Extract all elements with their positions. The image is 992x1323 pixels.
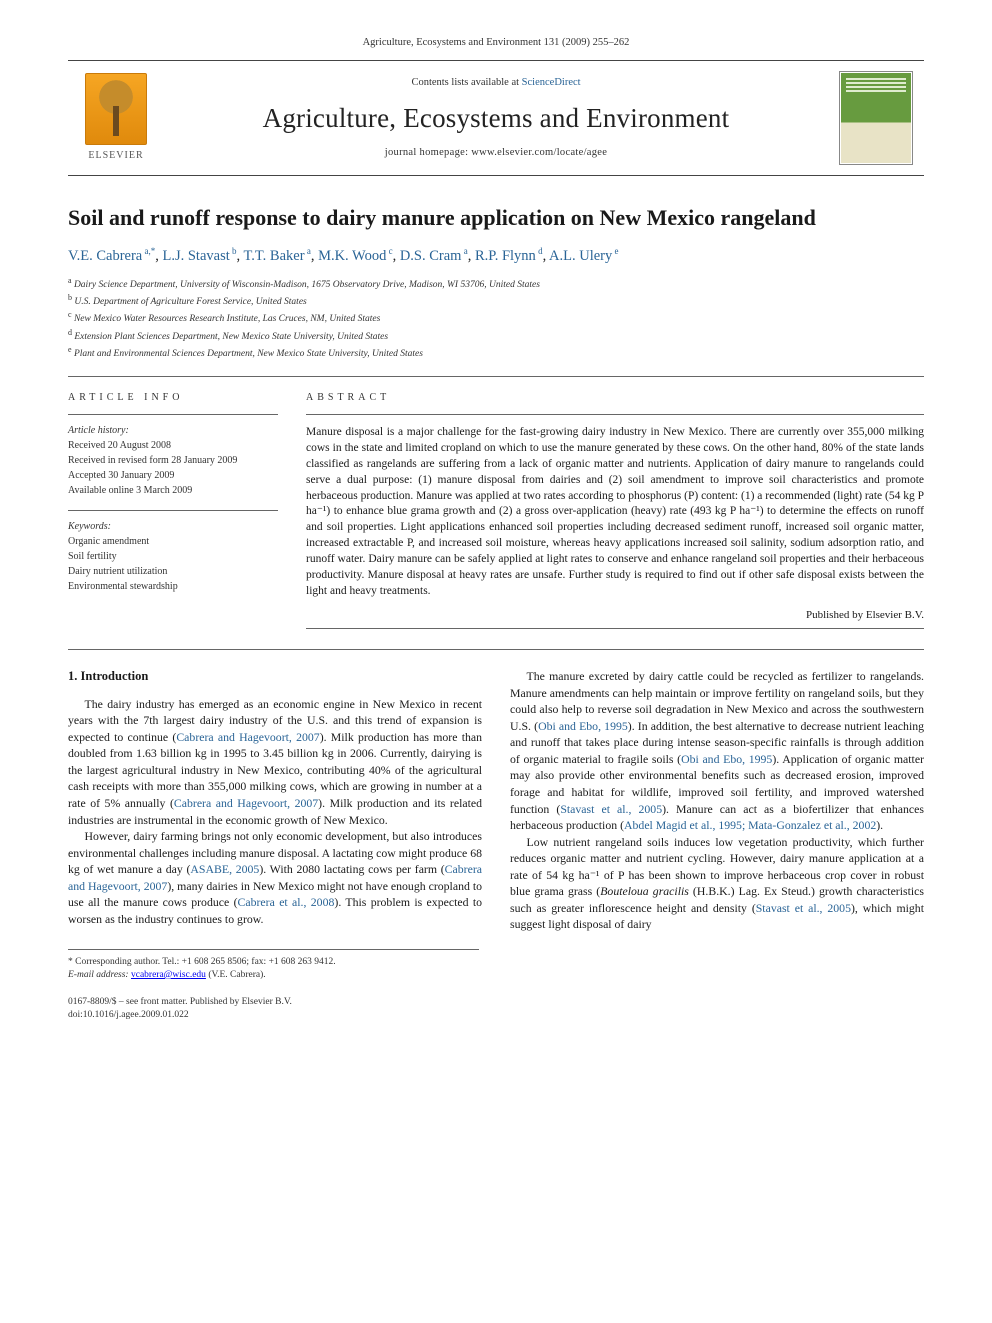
affiliation: a Dairy Science Department, University o…	[68, 275, 924, 292]
divider	[68, 510, 278, 511]
affiliation: e Plant and Environmental Sciences Depar…	[68, 344, 924, 361]
body-columns: 1. Introduction The dairy industry has e…	[68, 668, 924, 932]
affil-marker: d	[536, 246, 543, 256]
text-run: ). With 2080 lactating cows per farm (	[259, 862, 444, 876]
body-paragraph: Low nutrient rangeland soils induces low…	[510, 834, 924, 933]
homepage-url[interactable]: www.elsevier.com/locate/agee	[471, 147, 607, 158]
journal-homepage-line: journal homepage: www.elsevier.com/locat…	[172, 146, 820, 160]
corresponding-author-footnote: * Corresponding author. Tel.: +1 608 265…	[68, 949, 479, 983]
author-list: V.E. Cabrera a,*, L.J. Stavast b, T.T. B…	[68, 245, 924, 266]
publisher-wordmark: ELSEVIER	[88, 149, 143, 163]
affil-marker: b	[230, 246, 237, 256]
keywords-label: Keywords:	[68, 519, 278, 534]
article-info-row: ARTICLE INFO Article history: Received 2…	[68, 376, 924, 630]
affil-marker: a	[461, 246, 467, 256]
citation-link[interactable]: Obi and Ebo, 1995	[681, 752, 772, 766]
masthead-center: Contents lists available at ScienceDirec…	[164, 69, 828, 167]
article-info-column: ARTICLE INFO Article history: Received 2…	[68, 391, 278, 630]
abstract-column: ABSTRACT Manure disposal is a major chal…	[306, 391, 924, 630]
contents-lists-line: Contents lists available at ScienceDirec…	[172, 76, 820, 90]
masthead-cover	[828, 69, 924, 167]
published-by-line: Published by Elsevier B.V.	[306, 608, 924, 623]
body-paragraph: However, dairy farming brings not only e…	[68, 828, 482, 927]
corr-email-link[interactable]: vcabrera@wisc.edu	[131, 970, 206, 980]
citation-link[interactable]: Obi and Ebo, 1995	[538, 719, 628, 733]
abstract-body: Manure disposal is a major challenge for…	[306, 425, 924, 599]
affiliation-text: New Mexico Water Resources Research Inst…	[74, 315, 380, 325]
author-link[interactable]: L.J. Stavast	[162, 248, 229, 264]
affiliations-block: a Dairy Science Department, University o…	[68, 275, 924, 362]
affiliation: c New Mexico Water Resources Research In…	[68, 309, 924, 326]
citation-link[interactable]: Stavast et al., 2005	[756, 901, 851, 915]
journal-cover-thumbnail	[839, 71, 913, 165]
homepage-prefix: journal homepage:	[385, 147, 471, 158]
citation-link[interactable]: Cabrera and Hagevoort, 2007	[174, 796, 318, 810]
affil-marker: e	[612, 246, 618, 256]
divider	[306, 414, 924, 415]
history-item: Available online 3 March 2009	[68, 483, 278, 498]
document-footer: 0167-8809/$ – see front matter. Publishe…	[68, 996, 479, 1022]
author-link[interactable]: V.E. Cabrera	[68, 248, 142, 264]
journal-name: Agriculture, Ecosystems and Environment	[172, 100, 820, 136]
author-link[interactable]: D.S. Cram	[400, 248, 462, 264]
affil-marker: a,*	[142, 246, 155, 256]
body-paragraph: The manure excreted by dairy cattle coul…	[510, 668, 924, 833]
affiliation: d Extension Plant Sciences Department, N…	[68, 327, 924, 344]
abstract-label: ABSTRACT	[306, 391, 924, 405]
elsevier-tree-icon	[85, 73, 147, 145]
text-run: ).	[876, 818, 883, 832]
body-paragraph: The dairy industry has emerged as an eco…	[68, 696, 482, 828]
article-title: Soil and runoff response to dairy manure…	[68, 204, 924, 232]
email-tail: (V.E. Cabrera).	[206, 970, 266, 980]
author-link[interactable]: R.P. Flynn	[475, 248, 536, 264]
species-name: Bouteloua gracilis	[600, 884, 689, 898]
affiliation-text: Plant and Environmental Sciences Departm…	[74, 349, 423, 359]
citation-link[interactable]: Cabrera	[238, 895, 275, 909]
corr-email-line: E-mail address: vcabrera@wisc.edu (V.E. …	[68, 969, 479, 982]
citation-link[interactable]: Abdel Magid et al., 1995; Mata-Gonzalez …	[624, 818, 876, 832]
publisher-logo-block: ELSEVIER	[68, 69, 164, 167]
history-item: Accepted 30 January 2009	[68, 468, 278, 483]
keyword: Environmental stewardship	[68, 579, 278, 594]
keyword: Soil fertility	[68, 549, 278, 564]
author-link[interactable]: T.T. Baker	[244, 248, 305, 264]
affiliation-text: U.S. Department of Agriculture Forest Se…	[74, 297, 306, 307]
contents-prefix: Contents lists available at	[411, 77, 521, 88]
journal-masthead: ELSEVIER Contents lists available at Sci…	[68, 60, 924, 176]
email-label: E-mail address:	[68, 970, 129, 980]
affiliation: b U.S. Department of Agriculture Forest …	[68, 292, 924, 309]
affiliation-text: Extension Plant Sciences Department, New…	[74, 332, 388, 342]
history-item: Received in revised form 28 January 2009	[68, 453, 278, 468]
history-item: Received 20 August 2008	[68, 438, 278, 453]
history-label: Article history:	[68, 423, 278, 438]
running-head: Agriculture, Ecosystems and Environment …	[68, 36, 924, 50]
divider	[306, 628, 924, 629]
doi-line: doi:10.1016/j.agee.2009.01.022	[68, 1009, 479, 1022]
citation-link[interactable]: Stavast et al., 2005	[560, 802, 662, 816]
keyword: Organic amendment	[68, 534, 278, 549]
corr-author-line: * Corresponding author. Tel.: +1 608 265…	[68, 956, 479, 969]
citation-link[interactable]: et al., 2008	[279, 895, 334, 909]
section-heading: 1. Introduction	[68, 668, 482, 686]
affiliation-text: Dairy Science Department, University of …	[74, 280, 540, 290]
affil-marker: c	[386, 246, 392, 256]
author-link[interactable]: A.L. Ulery	[549, 248, 612, 264]
citation-link[interactable]: Cabrera and Hagevoort, 2007	[176, 730, 319, 744]
article-info-label: ARTICLE INFO	[68, 391, 278, 405]
body-top-rule	[68, 649, 924, 650]
author-link[interactable]: M.K. Wood	[318, 248, 386, 264]
keyword: Dairy nutrient utilization	[68, 564, 278, 579]
affil-marker: a	[305, 246, 311, 256]
citation-link[interactable]: ASABE, 2005	[190, 862, 259, 876]
divider	[68, 414, 278, 415]
sciencedirect-link[interactable]: ScienceDirect	[522, 77, 581, 88]
front-matter-line: 0167-8809/$ – see front matter. Publishe…	[68, 996, 479, 1009]
